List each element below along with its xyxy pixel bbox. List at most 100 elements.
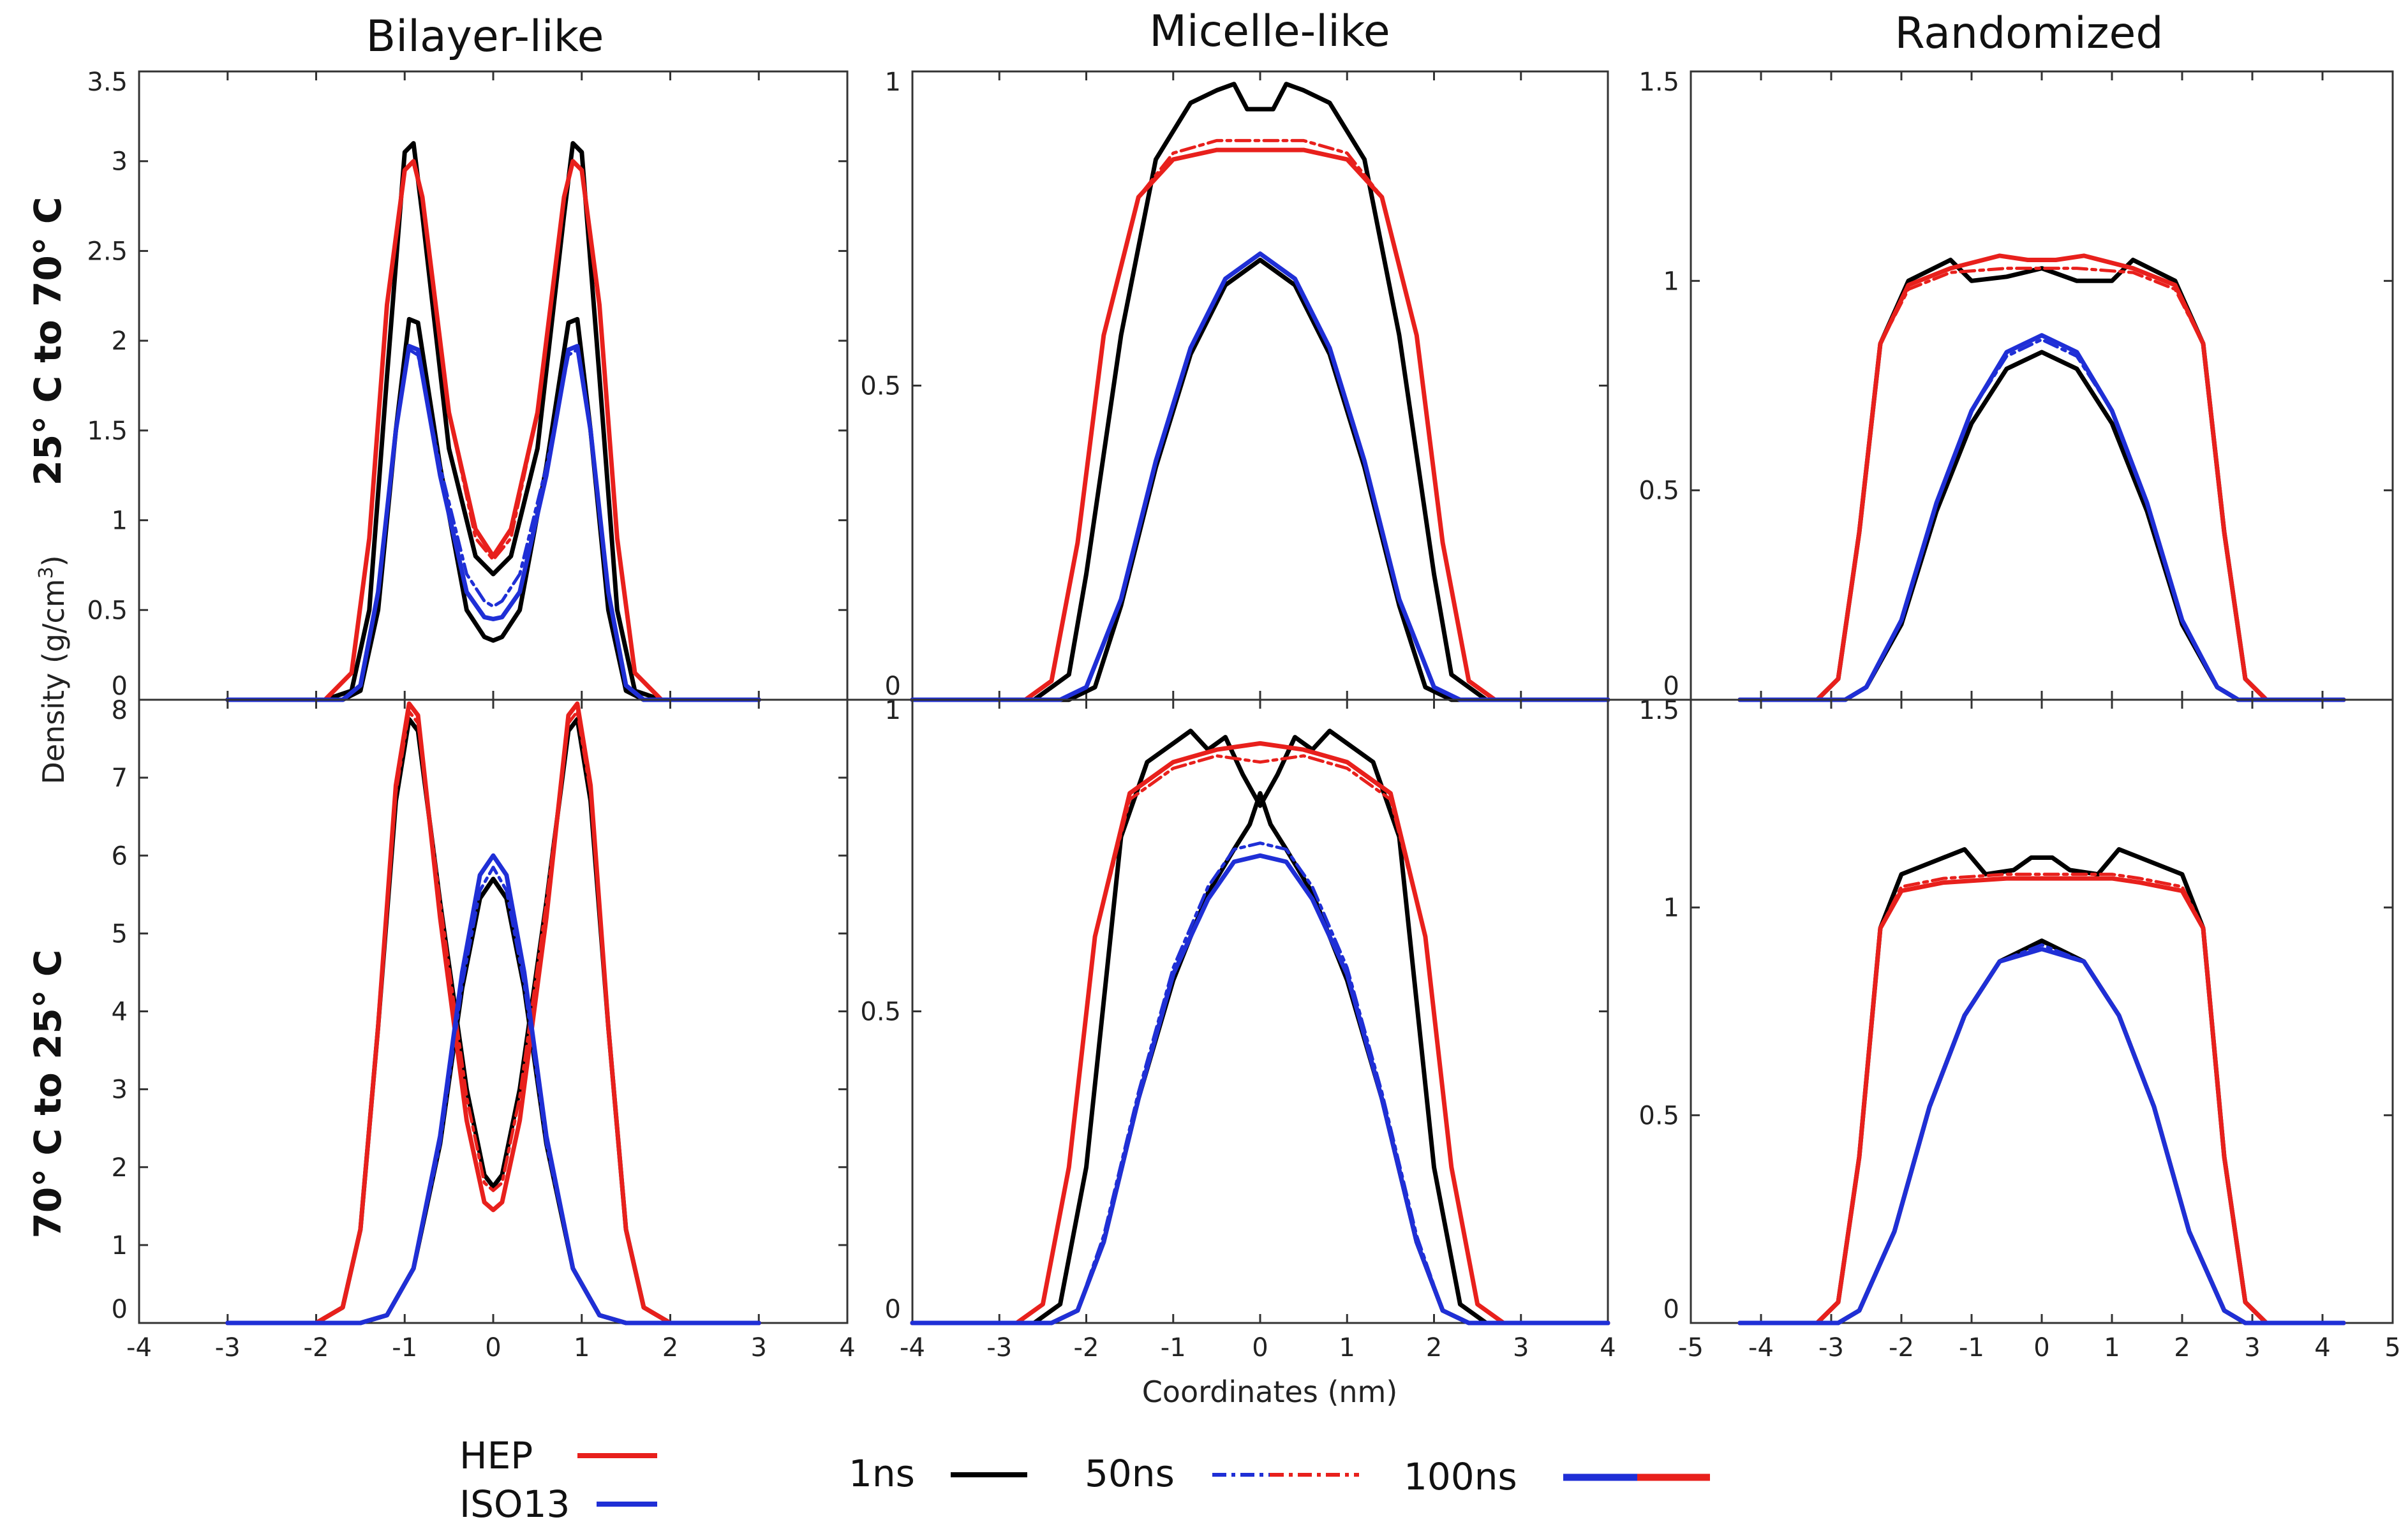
- x-tick-label: -4: [900, 1333, 925, 1363]
- series-iso13-50ns: [1738, 943, 2345, 1325]
- y-tick-label: 1.5: [1639, 696, 1679, 725]
- panel-micelle-top: 00.51: [860, 68, 1610, 702]
- series-iso13-100ns: [225, 344, 761, 702]
- legend-label-100ns: 100ns: [1404, 1455, 1517, 1498]
- series-iso13-50ns: [1738, 337, 2345, 702]
- x-tick-label: 5: [2384, 1333, 2400, 1363]
- y-tick-label: 0.5: [1639, 1101, 1679, 1130]
- series-iso13-100ns: [1737, 333, 2346, 702]
- legend-label-1ns: 1ns: [849, 1452, 915, 1495]
- column-title-randomized: Randomized: [1894, 8, 2163, 59]
- y-tick-label: 0.5: [860, 372, 901, 401]
- series-hep-1ns: [910, 728, 1610, 1326]
- series-hep-100ns: [910, 147, 1610, 702]
- x-tick-label: 3: [1513, 1333, 1529, 1363]
- y-tick-label: 3.5: [87, 68, 128, 97]
- row-label-heating: 25° C to 70° C: [26, 197, 70, 486]
- y-tick-label: 0: [885, 672, 901, 701]
- series-hep-100ns: [225, 159, 761, 702]
- y-tick-label: 1: [112, 506, 128, 536]
- x-tick-label: 4: [839, 1333, 855, 1363]
- series-iso13-100ns: [910, 251, 1610, 702]
- x-tick-label: 2: [1426, 1333, 1442, 1363]
- legend: HEP ISO13 1ns 50ns 100ns: [459, 1434, 1710, 1526]
- x-tick-label: -2: [1074, 1333, 1099, 1363]
- column-title-bilayer: Bilayer-like: [366, 11, 604, 62]
- x-tick-label: -1: [392, 1333, 417, 1363]
- series-hep-50ns: [1738, 267, 2345, 702]
- series-hep-100ns: [225, 701, 761, 1326]
- column-title-micelle: Micelle-like: [1149, 6, 1390, 57]
- y-tick-label: 1: [1663, 894, 1679, 923]
- series-hep-50ns: [910, 138, 1610, 702]
- panels-group: 00.511.522.533.500.5100.511.5012345678-4…: [87, 68, 2400, 1363]
- series-iso13-50ns: [910, 841, 1610, 1325]
- series-iso13-1ns: [910, 258, 1610, 702]
- panel-micelle-bottom: 0 0.5 1 -4 -3 -2 -1 0 1 2 3 4: [860, 696, 1616, 1363]
- series-iso13-1ns: [225, 316, 761, 702]
- y-tick-label: 0.5: [860, 998, 901, 1027]
- y-tick-label: 0: [1663, 1295, 1679, 1324]
- series-iso13-1ns: [910, 791, 1610, 1326]
- panel-frame: [138, 698, 849, 1324]
- x-tick-label: -2: [1889, 1333, 1914, 1363]
- legend-label-hep: HEP: [459, 1434, 533, 1477]
- series-iso13-50ns: [226, 348, 761, 702]
- series-iso13-50ns: [910, 252, 1610, 702]
- series-hep-100ns: [1737, 253, 2346, 702]
- y-tick-label: 0.5: [1639, 476, 1679, 506]
- panel-frame: [911, 70, 1609, 701]
- y-axis-label-superscript: 3: [35, 566, 57, 579]
- y-axis-label: Density (g/cm3): [35, 555, 71, 784]
- y-tick-label: 1.5: [87, 417, 128, 446]
- x-tick-label: -2: [304, 1333, 329, 1363]
- panel-random-top: 0 0.5 1 1.5: [1639, 68, 2394, 702]
- series-iso13-50ns: [226, 866, 761, 1325]
- x-tick-label: -4: [1748, 1333, 1774, 1363]
- y-tick-label: 3: [112, 147, 128, 177]
- panel-frame: [1690, 698, 2394, 1324]
- y-tick-label: 2: [112, 327, 128, 356]
- y-tick-label: 0: [112, 1295, 128, 1324]
- x-tick-label: 2: [662, 1333, 678, 1363]
- x-tick-label: -5: [1678, 1333, 1704, 1363]
- x-tick-label: 1: [2104, 1333, 2120, 1363]
- series-iso13-100ns: [910, 853, 1610, 1326]
- x-tick-label: 0: [485, 1333, 501, 1363]
- panel-frame: [138, 70, 849, 701]
- y-tick-label: 4: [112, 998, 128, 1027]
- y-tick-label: 3: [112, 1075, 128, 1105]
- row-label-cooling: 70° C to 25° C: [26, 950, 70, 1239]
- y-tick-label: 5: [112, 919, 128, 949]
- y-tick-label: 2.5: [87, 237, 128, 266]
- x-tick-label: 3: [751, 1333, 767, 1363]
- legend-label-50ns: 50ns: [1085, 1452, 1175, 1495]
- y-tick-label: 0: [112, 672, 128, 701]
- x-tick-label: 0: [1252, 1333, 1268, 1363]
- series-iso13-1ns: [1737, 938, 2346, 1326]
- series-hep-1ns: [910, 82, 1610, 702]
- x-tick-label: -4: [126, 1333, 152, 1363]
- y-tick-label: 2: [112, 1153, 128, 1183]
- x-tick-label: 0: [2033, 1333, 2049, 1363]
- y-tick-label: 0: [885, 1295, 901, 1324]
- series-hep-1ns: [225, 717, 761, 1326]
- series-hep-50ns: [226, 709, 761, 1325]
- series-hep-1ns: [225, 141, 761, 702]
- x-tick-label: 4: [1600, 1333, 1616, 1363]
- series-iso13-1ns: [225, 876, 761, 1326]
- series-iso13-100ns: [225, 853, 761, 1326]
- y-tick-label: 8: [112, 696, 128, 725]
- x-tick-label: -3: [1818, 1333, 1844, 1363]
- y-tick-label: 1: [885, 68, 901, 97]
- series-hep-1ns: [1737, 258, 2346, 702]
- x-tick-label: -1: [1959, 1333, 1984, 1363]
- y-tick-label: 6: [112, 841, 128, 871]
- y-tick-label: 1: [1663, 267, 1679, 296]
- x-tick-label: 1: [1339, 1333, 1355, 1363]
- y-tick-label: 1: [885, 696, 901, 725]
- y-tick-label: 7: [112, 764, 128, 793]
- y-tick-label: 0.5: [87, 596, 128, 625]
- series-iso13-1ns: [1737, 350, 2346, 702]
- series-hep-100ns: [1737, 876, 2346, 1326]
